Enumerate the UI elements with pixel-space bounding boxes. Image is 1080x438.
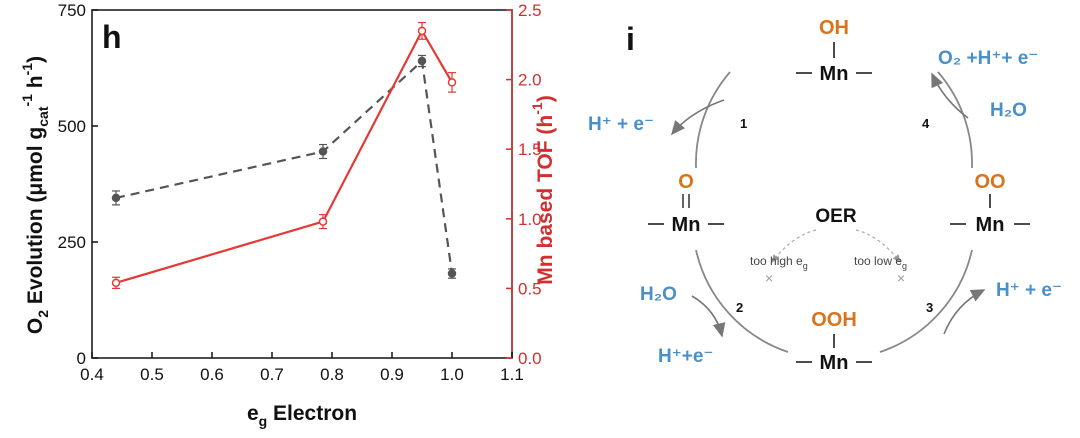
x-tick-label: 0.9 <box>380 365 404 384</box>
ligand-oo: OO <box>974 171 1005 193</box>
y-tick-label-right: 1.0 <box>518 210 542 229</box>
too-high-label: too high eg <box>750 254 808 271</box>
data-point-right <box>111 278 121 288</box>
intermediate-oxo: O Mn <box>648 171 724 236</box>
y-tick-label-right: 1.5 <box>518 140 542 159</box>
data-point-right <box>318 217 328 226</box>
y-tick-label-right: 2.0 <box>518 71 542 90</box>
step-2: 2 <box>736 300 743 315</box>
arrow-out-step3 <box>943 289 986 335</box>
step-3: 3 <box>926 300 933 315</box>
mn-left: Mn <box>672 214 701 236</box>
cycle-arc-3 <box>879 249 973 353</box>
data-point-right <box>417 26 427 36</box>
y-ticks-right: 0.0 0.5 1.0 1.5 2.0 2.5 <box>506 1 542 368</box>
x-ticks: 0.4 0.5 0.6 0.7 0.8 0.9 1.0 1.1 <box>80 352 524 384</box>
step-1: 1 <box>740 116 747 131</box>
data-point-left <box>417 56 427 66</box>
intermediate-peroxo: OO Mn <box>950 171 1030 236</box>
x-tick-label: 1.1 <box>500 365 524 384</box>
data-point-left <box>111 193 121 203</box>
too-low-label: too low eg <box>854 254 907 271</box>
x-tick-label: 0.5 <box>140 365 164 384</box>
species-h2o-top: H₂O <box>990 100 1027 121</box>
arrow-out-step1 <box>670 99 725 136</box>
y-ticks-left: 0 250 500 750 <box>58 1 98 368</box>
panel-label-i: i <box>626 21 635 57</box>
cycle-arc-4 <box>937 71 973 169</box>
oer-label: OER <box>815 206 856 227</box>
x-tick-label: 0.8 <box>320 365 344 384</box>
too-high-arrow <box>771 229 817 263</box>
data-point-right <box>447 78 457 87</box>
y-tick-label-right: 0.5 <box>518 279 542 298</box>
data-point-left <box>318 147 328 156</box>
series-line-left <box>115 58 454 274</box>
series-layer <box>111 21 457 289</box>
ligand-oh: OH <box>819 17 849 39</box>
chart-panel-h: h 0.4 0.5 0.6 0.7 0.8 0.9 1.0 1.1 0 250 500 750 0.… <box>19 1 557 429</box>
cross-mark-high: × <box>765 270 773 286</box>
mn-right: Mn <box>976 214 1005 236</box>
x-tick-label: 1.0 <box>440 365 464 384</box>
y-tick-label-right: 2.5 <box>518 1 542 20</box>
x-tick-label: 0.4 <box>80 365 104 384</box>
intermediate-ooh: OOH Mn <box>796 309 872 374</box>
ligand-o: O <box>678 171 694 193</box>
panel-label-h: h <box>102 19 122 55</box>
step-4: 4 <box>922 116 930 131</box>
series-line-right <box>115 28 453 284</box>
arrow-in-step2 <box>691 295 726 338</box>
ligand-ooh: OOH <box>811 309 857 331</box>
diagram-panel-i: i OH Mn O Mn OO Mn OOH Mn OER too <box>588 17 1062 374</box>
y-tick-label-right: 0.0 <box>518 349 542 368</box>
too-low-arrow <box>855 229 901 263</box>
mn-top: Mn <box>820 63 849 85</box>
species-h-e-3: H⁺ + e⁻ <box>996 280 1062 301</box>
species-o2: O₂ +H⁺+ e⁻ <box>938 48 1038 69</box>
species-h-e-2: H⁺+e⁻ <box>658 346 713 367</box>
x-axis-label: eg Electron <box>247 402 357 429</box>
mn-bottom: Mn <box>820 352 849 374</box>
plot-frame <box>91 9 513 359</box>
y-tick-label-left: 250 <box>58 233 86 252</box>
y-tick-label-left: 750 <box>58 1 86 20</box>
species-h2o-bottom: H₂O <box>640 284 677 305</box>
data-point-left <box>447 269 457 278</box>
x-tick-label: 0.6 <box>200 365 224 384</box>
y-tick-label-left: 500 <box>58 117 86 136</box>
y-axis-label-right: Mn based TOF (h-1) <box>529 95 557 284</box>
cycle-arc-1 <box>695 71 731 169</box>
y-axis-label-left: O2 Evolution (μmol gcat-1 h-1) <box>19 56 51 334</box>
intermediate-oh: OH Mn <box>796 17 872 85</box>
arrow-out-step4 <box>931 72 969 119</box>
species-h-e-1: H⁺ + e⁻ <box>588 114 654 135</box>
y-tick-label-left: 0 <box>77 349 86 368</box>
x-tick-label: 0.7 <box>260 365 284 384</box>
cycle-arc-2 <box>695 249 789 353</box>
cross-mark-low: × <box>897 270 905 286</box>
